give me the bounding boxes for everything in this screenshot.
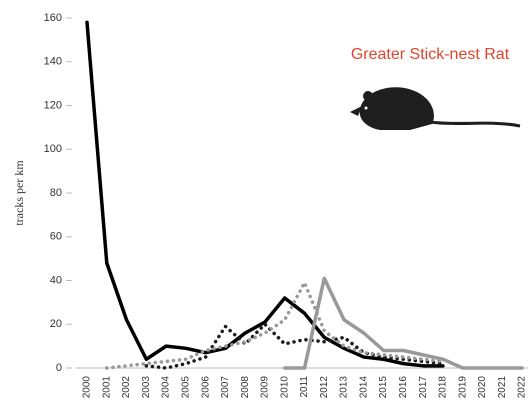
x-tick-label: 2017 (418, 376, 429, 399)
series-line (285, 278, 522, 368)
x-tick-label: 2004 (161, 376, 172, 399)
x-tick-label: 2009 (260, 376, 271, 399)
x-tick-label: 2003 (141, 376, 152, 399)
chart-title: Greater Stick-nest Rat (351, 46, 510, 63)
x-tick-label: 2018 (438, 376, 449, 399)
x-tick-label: 2013 (339, 376, 350, 399)
x-tick-label: 2012 (319, 376, 330, 399)
x-tick-label: 2011 (299, 376, 310, 398)
x-tick-label: 2008 (240, 376, 251, 399)
y-tick-label: 20 (50, 318, 62, 330)
x-tick-label: 2020 (477, 376, 488, 399)
x-tick-label: 2002 (121, 376, 132, 399)
x-tick-label: 2010 (279, 376, 290, 399)
series-line (87, 22, 443, 365)
y-tick-label: 160 (44, 12, 62, 24)
y-axis-label: tracks per km (12, 160, 26, 226)
x-tick-label: 2005 (181, 376, 192, 399)
y-tick-label: 100 (44, 143, 62, 155)
series-line (107, 283, 443, 368)
x-tick-label: 2016 (398, 376, 409, 399)
x-tick-label: 2001 (101, 376, 112, 399)
x-tick-label: 2022 (517, 376, 528, 399)
x-tick-label: 2021 (497, 376, 508, 399)
x-tick-label: 2014 (358, 376, 369, 399)
x-tick-label: 2007 (220, 376, 231, 399)
x-tick-label: 2019 (457, 376, 468, 399)
y-tick-label: 60 (50, 231, 62, 243)
y-tick-label: 120 (44, 99, 62, 111)
y-tick-label: 80 (50, 187, 62, 199)
x-tick-label: 2015 (378, 376, 389, 399)
y-tick-label: 140 (44, 56, 62, 68)
y-tick-label: 0 (56, 362, 62, 374)
y-tick-label: 40 (50, 274, 62, 286)
chart: Greater Stick-nest Rat tracks per km 0 20… (0, 0, 531, 418)
x-tick-label: 2000 (82, 376, 93, 399)
x-tick-label: 2006 (200, 376, 211, 399)
rat-icon (350, 87, 520, 130)
